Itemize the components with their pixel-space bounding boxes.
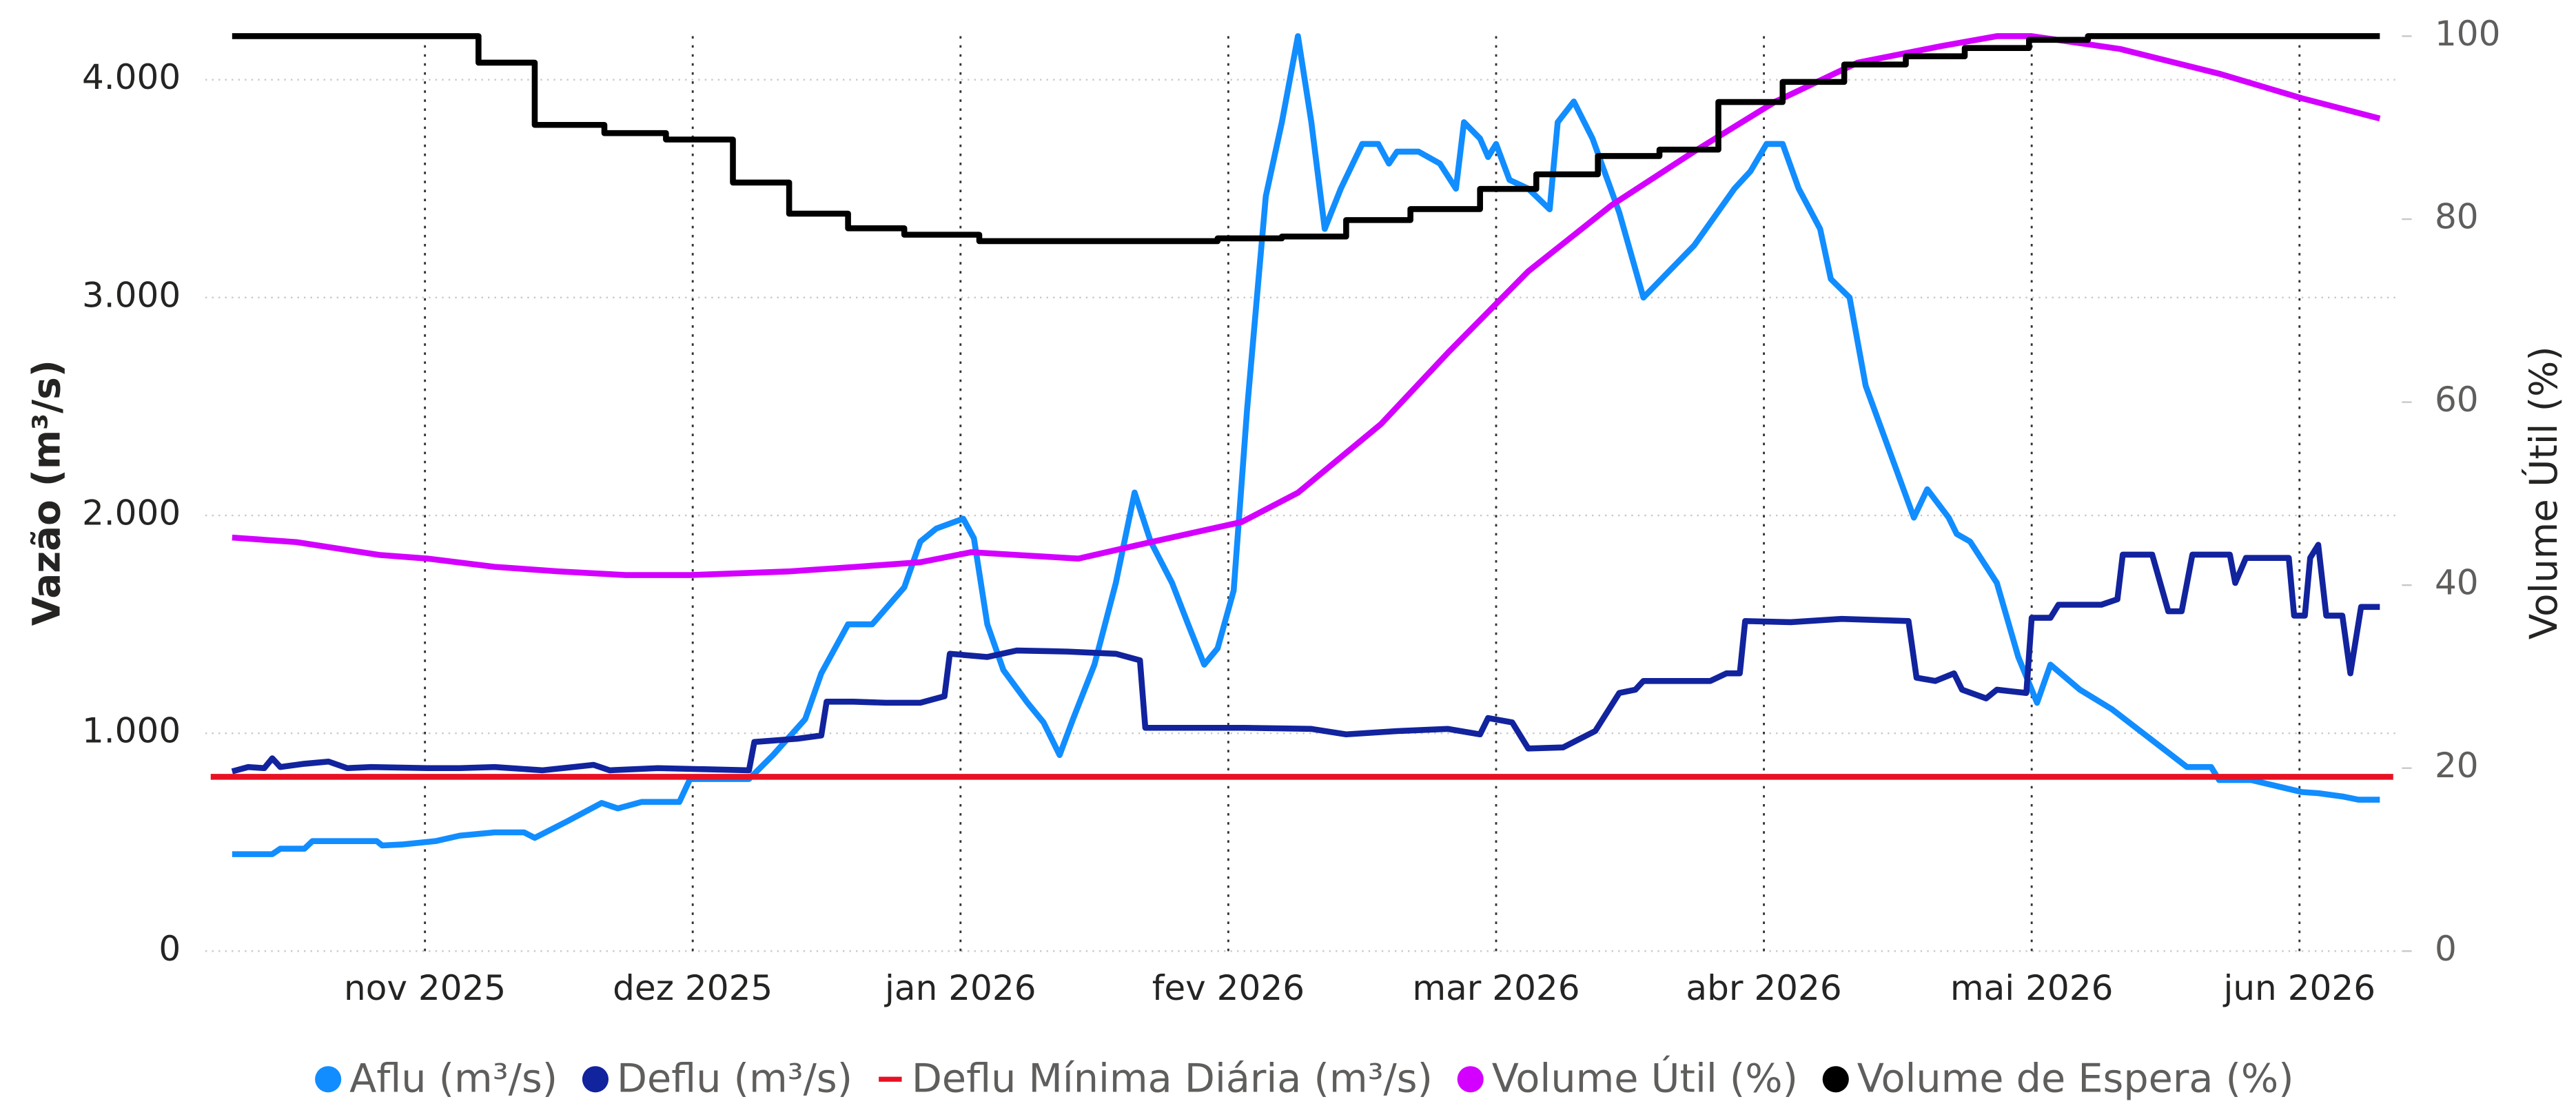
x-tick-label: abr 2026: [1686, 968, 1841, 1008]
y2-tick-label: 80: [2435, 197, 2479, 237]
series-line: [231, 542, 2380, 774]
legend-label: Deflu (m³/s): [617, 1056, 852, 1101]
legend-label: Volume Útil (%): [1492, 1054, 1798, 1101]
y2-tick-label: 0: [2435, 929, 2457, 969]
x-tick-label: jun 2026: [2222, 968, 2375, 1008]
y-tick-label: 3.000: [82, 275, 181, 315]
legend-label: Volume de Espera (%): [1857, 1056, 2294, 1101]
legend-marker: [1822, 1066, 1849, 1093]
legend-marker: [315, 1066, 342, 1093]
y2-tick-label: 100: [2435, 14, 2501, 54]
x-tick-label: mai 2026: [1950, 968, 2114, 1008]
y-tick-label: 4.000: [82, 57, 181, 97]
series-line: [232, 33, 2381, 578]
x-tick-label: dez 2025: [613, 968, 773, 1008]
y2-tick-label: 40: [2435, 563, 2479, 603]
y-tick-label: 2.000: [82, 493, 181, 533]
y-tick-label: 0: [159, 929, 181, 969]
x-tick-label: jan 2026: [884, 968, 1036, 1008]
legend-marker: [582, 1066, 609, 1093]
x-tick-label: mar 2026: [1412, 968, 1580, 1008]
y2-axis-title: Volume Útil (%): [2522, 346, 2566, 639]
series-line: [232, 33, 2380, 245]
legend-label: Aflu (m³/s): [349, 1056, 558, 1101]
y-axis-title: Vazão (m³/s): [25, 360, 69, 626]
legend-marker: [1457, 1066, 1484, 1093]
legend-label: Deflu Mínima Diária (m³/s): [912, 1056, 1433, 1101]
y2-tick-label: 20: [2435, 746, 2479, 786]
y2-tick-label: 60: [2435, 380, 2479, 420]
series-line: [232, 33, 2380, 857]
y-tick-label: 1.000: [82, 711, 181, 751]
x-tick-label: nov 2025: [344, 968, 506, 1008]
x-tick-label: fev 2026: [1152, 968, 1305, 1008]
